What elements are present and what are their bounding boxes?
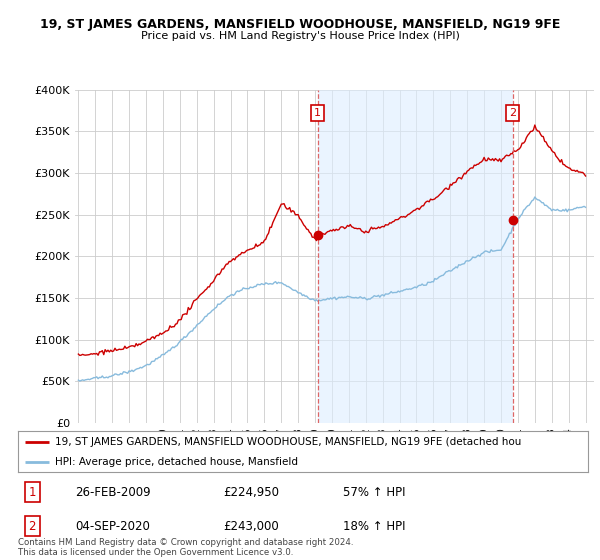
Text: 1: 1 xyxy=(314,108,321,118)
Text: HPI: Average price, detached house, Mansfield: HPI: Average price, detached house, Mans… xyxy=(55,457,298,467)
Text: 04-SEP-2020: 04-SEP-2020 xyxy=(75,520,150,533)
Text: 1: 1 xyxy=(29,486,36,498)
Text: 2: 2 xyxy=(509,108,516,118)
Text: £224,950: £224,950 xyxy=(223,486,279,498)
Text: £243,000: £243,000 xyxy=(223,520,279,533)
Text: 2: 2 xyxy=(29,520,36,533)
Text: 57% ↑ HPI: 57% ↑ HPI xyxy=(343,486,406,498)
Text: 19, ST JAMES GARDENS, MANSFIELD WOODHOUSE, MANSFIELD, NG19 9FE (detached hou: 19, ST JAMES GARDENS, MANSFIELD WOODHOUS… xyxy=(55,437,521,447)
Text: 26-FEB-2009: 26-FEB-2009 xyxy=(75,486,151,498)
Bar xyxy=(317,90,512,423)
Text: Price paid vs. HM Land Registry's House Price Index (HPI): Price paid vs. HM Land Registry's House … xyxy=(140,31,460,41)
Text: Contains HM Land Registry data © Crown copyright and database right 2024.
This d: Contains HM Land Registry data © Crown c… xyxy=(18,538,353,557)
Text: 19, ST JAMES GARDENS, MANSFIELD WOODHOUSE, MANSFIELD, NG19 9FE: 19, ST JAMES GARDENS, MANSFIELD WOODHOUS… xyxy=(40,18,560,31)
Text: 18% ↑ HPI: 18% ↑ HPI xyxy=(343,520,406,533)
